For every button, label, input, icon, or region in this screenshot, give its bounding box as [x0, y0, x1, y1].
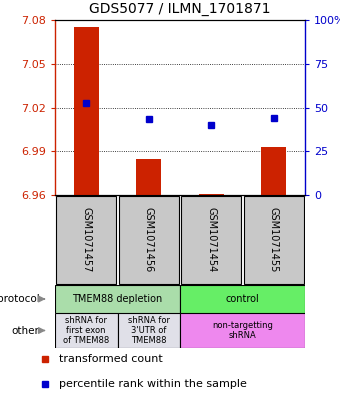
Text: TMEM88 depletion: TMEM88 depletion — [72, 294, 163, 304]
Bar — [55, 313, 118, 348]
Text: non-targetting
shRNA: non-targetting shRNA — [212, 321, 273, 340]
Text: transformed count: transformed count — [58, 354, 162, 364]
Text: GSM1071456: GSM1071456 — [144, 208, 154, 273]
Bar — [261, 147, 286, 195]
Bar — [118, 313, 180, 348]
Title: GDS5077 / ILMN_1701871: GDS5077 / ILMN_1701871 — [89, 2, 271, 16]
Bar — [55, 285, 180, 313]
Text: percentile rank within the sample: percentile rank within the sample — [58, 378, 246, 389]
Text: GSM1071455: GSM1071455 — [269, 208, 279, 273]
Text: other: other — [12, 325, 39, 336]
Bar — [180, 313, 305, 348]
Text: GSM1071454: GSM1071454 — [206, 208, 216, 273]
Bar — [244, 196, 304, 284]
Bar — [136, 158, 161, 195]
Bar — [181, 196, 241, 284]
Text: protocol: protocol — [0, 294, 39, 304]
Bar — [180, 285, 305, 313]
Bar — [199, 193, 224, 195]
Text: GSM1071457: GSM1071457 — [81, 208, 91, 273]
Text: shRNA for
first exon
of TMEM88: shRNA for first exon of TMEM88 — [63, 316, 109, 345]
Bar — [56, 196, 116, 284]
Bar — [74, 27, 99, 195]
Text: control: control — [226, 294, 259, 304]
Text: shRNA for
3'UTR of
TMEM88: shRNA for 3'UTR of TMEM88 — [128, 316, 170, 345]
Bar — [119, 196, 179, 284]
